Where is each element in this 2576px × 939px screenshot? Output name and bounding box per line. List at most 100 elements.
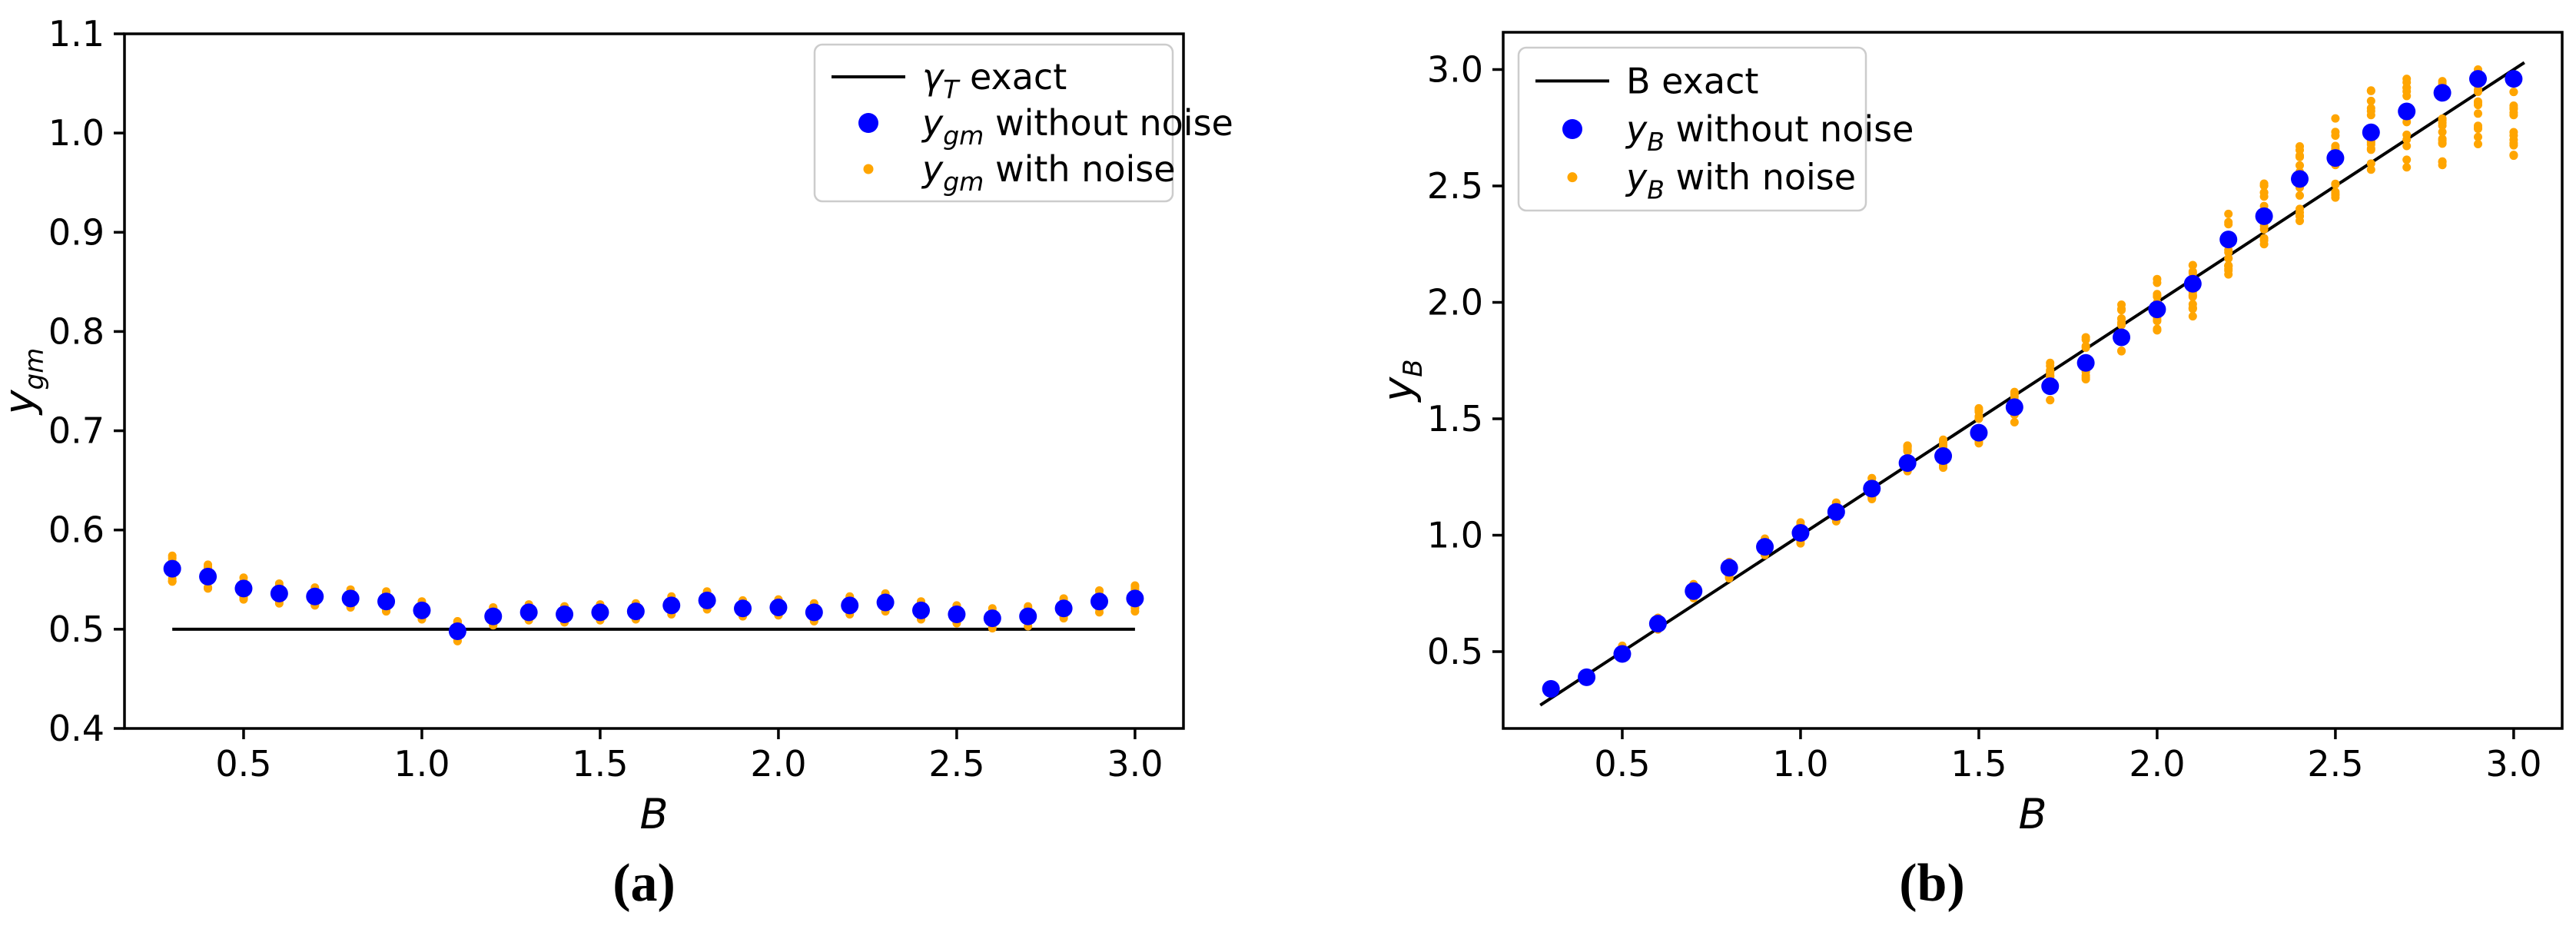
blue-data-point xyxy=(805,603,823,622)
blue-data-point xyxy=(769,598,788,616)
noise-data-point xyxy=(2438,121,2447,131)
noise-data-point xyxy=(2153,278,2162,287)
noise-data-point xyxy=(1903,442,1912,451)
y-axis-tick-label: 2.5 xyxy=(1427,165,1483,207)
noise-data-point xyxy=(2259,234,2269,243)
plot-spines xyxy=(123,32,1185,730)
blue-data-point xyxy=(1970,423,1988,442)
blue-data-point xyxy=(983,609,1001,628)
noise-data-point xyxy=(2366,86,2375,95)
x-axis-tick-label: 2.0 xyxy=(2129,743,2185,785)
y-axis-tick-label: 0.7 xyxy=(48,410,105,452)
legend-item-label: ygm with noise xyxy=(921,148,1176,197)
blue-data-point xyxy=(2005,398,2023,416)
noise-data-point xyxy=(2224,262,2233,271)
noise-data-point xyxy=(2366,96,2375,105)
noise-data-point xyxy=(2224,248,2233,257)
noise-data-point xyxy=(204,583,213,592)
exact-line xyxy=(1539,61,2525,707)
blue-data-point xyxy=(2219,231,2238,249)
blue-data-point xyxy=(1648,615,1667,633)
x-axis-tick-label: 0.5 xyxy=(215,743,271,785)
y-axis-tick-label: 0.9 xyxy=(48,211,105,253)
noise-data-point xyxy=(2295,161,2305,170)
chart-b: 0.5 1.0 1.5 2.0 2.5 3.0 0.5 1.0 1.5 2.0 2.5 3.0 ByB B… xyxy=(1374,31,2564,838)
blue-data-point xyxy=(1898,454,1917,473)
noise-data-point xyxy=(2117,314,2126,324)
x-axis-tick-label: 3.0 xyxy=(1107,743,1163,785)
y-axis-tick-label: 3.0 xyxy=(1427,48,1483,90)
noise-data-point xyxy=(2438,158,2447,167)
blue-data-point xyxy=(377,592,396,611)
y-axis-tick-label: 0.6 xyxy=(48,509,105,551)
noise-data-point xyxy=(2366,159,2375,168)
y-axis-tick-label: 2.0 xyxy=(1427,281,1483,323)
noise-data-point xyxy=(2153,292,2162,301)
legend-box xyxy=(1517,46,1867,212)
blue-data-point xyxy=(1720,559,1738,577)
noise-data-point xyxy=(2259,188,2269,197)
noise-data-point xyxy=(2046,361,2055,370)
caption-a: (a) xyxy=(612,854,676,913)
x-axis-tick-label: 1.5 xyxy=(572,743,628,785)
y-axis-tick-label: 1.0 xyxy=(1427,515,1483,556)
legend-marker-blue-dot xyxy=(858,113,878,133)
noise-data-point xyxy=(2402,141,2412,151)
legend-item-label: γT exact xyxy=(922,56,1067,105)
y-axis-label: ygm xyxy=(0,348,50,416)
noise-data-point xyxy=(2402,78,2412,87)
x-axis-tick-label: 0.5 xyxy=(1594,743,1650,785)
blue-data-point xyxy=(2183,274,2202,293)
noise-data-point xyxy=(2331,191,2340,200)
noise-data-point xyxy=(2402,91,2412,101)
noise-data-point xyxy=(2474,139,2483,148)
y-axis-tick-label: 1.5 xyxy=(1427,398,1483,440)
noise-data-point xyxy=(2474,109,2483,118)
y-axis-tick-label: 0.5 xyxy=(1427,631,1483,672)
legend-item-label: ygm without noise xyxy=(921,102,1233,151)
y-axis-label: yB xyxy=(1374,359,1429,403)
noise-data-point xyxy=(2366,140,2375,149)
caption-b: (b) xyxy=(1899,854,1965,913)
blue-data-point xyxy=(2148,300,2166,319)
blue-data-point xyxy=(2076,353,2095,372)
x-axis-tick-label: 3.0 xyxy=(2485,743,2541,785)
noise-data-point xyxy=(2081,373,2090,382)
noise-data-point xyxy=(2474,132,2483,141)
panel-a-plot: 0.5 1.0 1.5 2.0 2.5 3.0 0.4 0.5 0.6 0.7 0.8 0.9 1.0 1… xyxy=(0,13,1233,838)
y-axis-tick-label: 0.5 xyxy=(48,609,105,650)
blue-data-point xyxy=(1863,479,1881,498)
blue-data-point xyxy=(2505,70,2523,88)
noise-data-point xyxy=(2188,260,2197,270)
noise-data-point xyxy=(2117,346,2126,355)
noise-data-point xyxy=(2509,131,2518,140)
blue-data-point xyxy=(448,622,466,640)
x-axis-tick-label: 2.0 xyxy=(750,743,806,785)
blue-data-point xyxy=(2326,149,2345,168)
blue-data-point xyxy=(734,599,752,618)
legend-item-label: yB without noise xyxy=(1625,108,1914,157)
noise-data-point xyxy=(2438,136,2447,145)
blue-data-point xyxy=(626,602,645,621)
noise-data-point xyxy=(2117,320,2126,330)
legend-marker-orange-dot xyxy=(863,164,874,174)
blue-data-point xyxy=(199,567,217,586)
blue-data-point xyxy=(1126,589,1144,608)
blue-data-point xyxy=(1542,679,1560,698)
legend-box xyxy=(813,43,1174,203)
blue-data-point xyxy=(1791,523,1810,542)
x-axis-tick-label: 1.5 xyxy=(1950,743,2007,785)
y-axis-tick-label: 1.0 xyxy=(48,112,105,154)
noise-data-point xyxy=(2117,305,2126,314)
legend-marker-orange-dot xyxy=(1567,172,1578,183)
blue-data-point xyxy=(413,601,431,619)
noise-data-point xyxy=(2474,97,2483,106)
blue-data-point xyxy=(662,596,681,615)
noise-data-point xyxy=(2188,304,2197,313)
noise-data-point xyxy=(2295,145,2305,154)
y-axis-tick-label: 0.4 xyxy=(48,708,105,749)
noise-data-point xyxy=(2366,104,2375,113)
blue-data-point xyxy=(1613,645,1632,663)
blue-data-point xyxy=(948,605,966,623)
x-axis-tick-label: 1.0 xyxy=(393,743,450,785)
